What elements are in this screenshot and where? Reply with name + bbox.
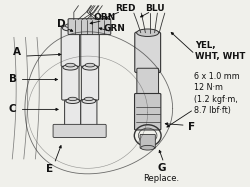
Text: BLU: BLU [144,4,164,13]
Text: (1.2 kgf·m,: (1.2 kgf·m, [193,95,237,104]
FancyBboxPatch shape [134,32,160,73]
Text: E: E [46,164,53,174]
Text: GRN: GRN [103,24,125,33]
Text: F: F [187,122,194,132]
Ellipse shape [85,63,94,67]
FancyBboxPatch shape [80,100,96,126]
Text: 12 N·m: 12 N·m [193,83,222,92]
Text: 8.7 lbf·ft): 8.7 lbf·ft) [193,106,230,115]
Text: ORN: ORN [94,13,116,22]
Ellipse shape [65,24,75,28]
Text: A: A [13,47,21,57]
Ellipse shape [62,25,78,31]
FancyBboxPatch shape [80,27,99,66]
Text: B: B [9,74,17,85]
FancyBboxPatch shape [64,100,80,126]
Ellipse shape [68,97,77,101]
FancyBboxPatch shape [62,66,79,100]
Ellipse shape [136,29,158,36]
FancyBboxPatch shape [136,68,158,96]
FancyBboxPatch shape [53,124,106,137]
Ellipse shape [82,98,96,104]
Ellipse shape [82,65,97,70]
Text: WHT, WHT: WHT, WHT [194,52,244,61]
FancyBboxPatch shape [134,94,160,130]
Ellipse shape [84,97,93,101]
Text: C: C [9,104,16,114]
Text: RED: RED [115,4,136,13]
FancyBboxPatch shape [68,19,110,35]
FancyBboxPatch shape [61,27,79,66]
Text: 6 x 1.0 mm: 6 x 1.0 mm [193,72,239,81]
FancyBboxPatch shape [140,134,155,148]
Text: Replace.: Replace. [143,174,179,183]
Ellipse shape [63,65,78,70]
Ellipse shape [65,63,75,67]
FancyBboxPatch shape [81,66,98,100]
Text: YEL,: YEL, [194,41,215,50]
Ellipse shape [82,25,98,31]
Ellipse shape [84,24,95,28]
Ellipse shape [66,98,79,104]
Text: G: G [157,163,165,173]
Ellipse shape [140,145,154,150]
Text: D: D [56,19,65,29]
